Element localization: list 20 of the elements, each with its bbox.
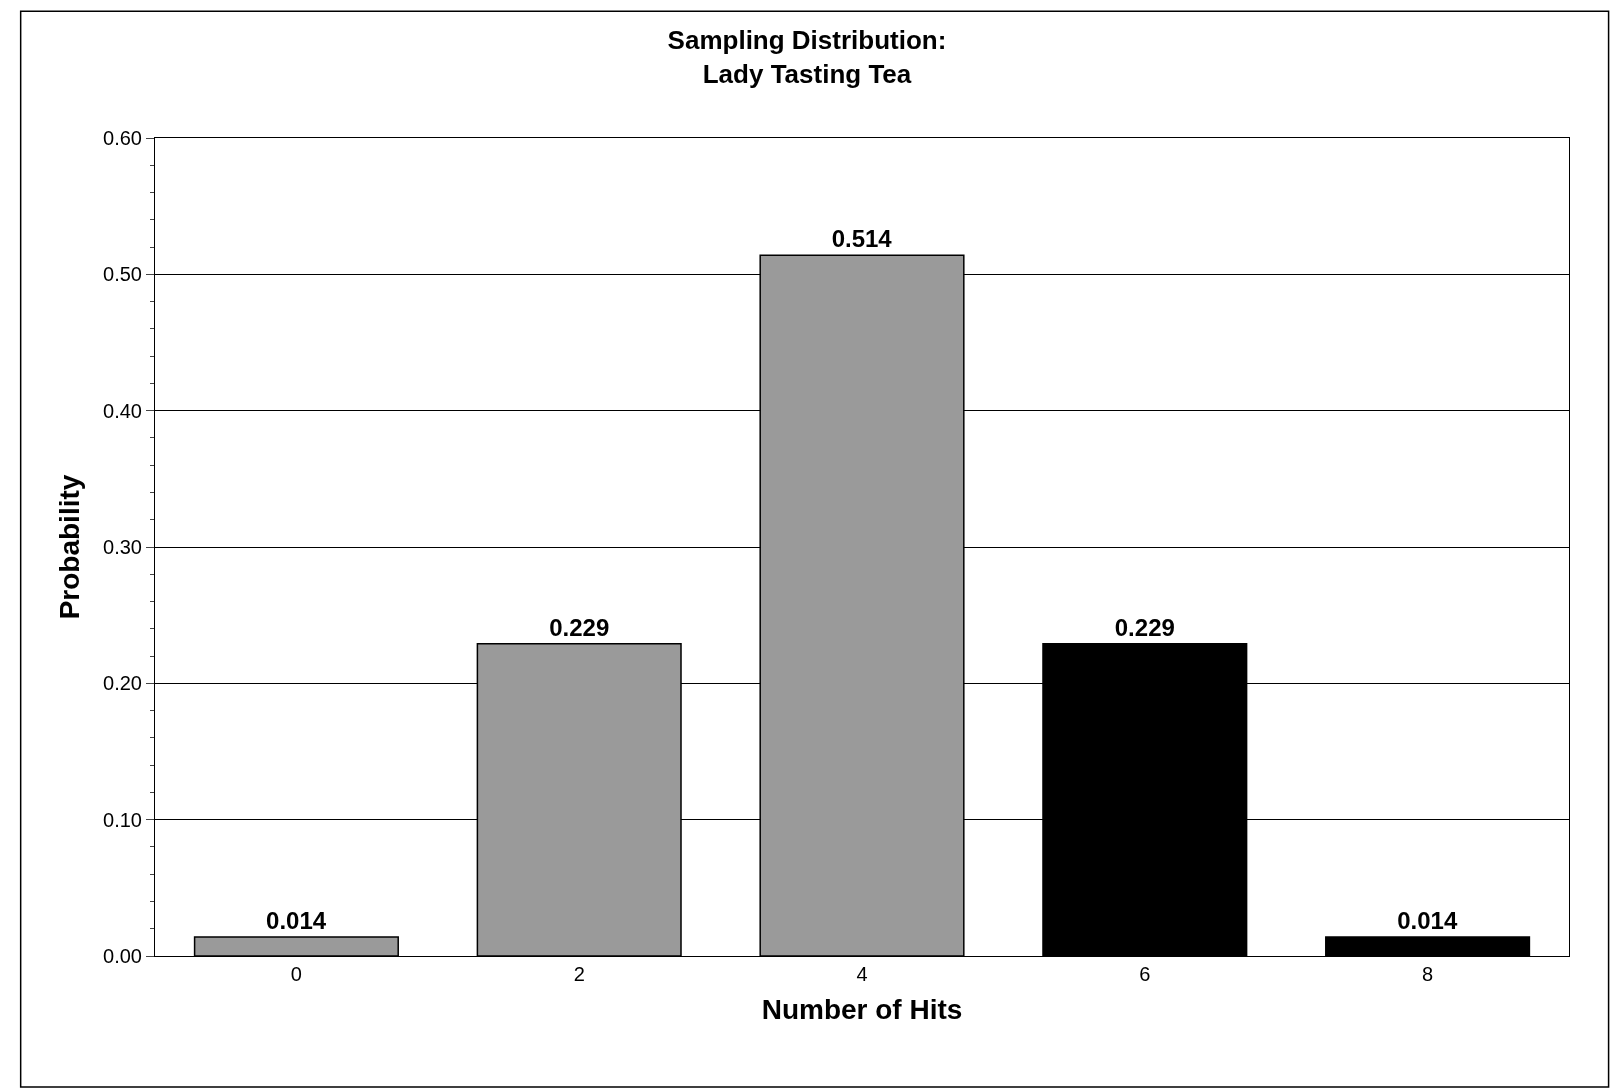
y-tick-label: 0.60 — [103, 127, 142, 149]
y-tick-label: 0.50 — [103, 263, 142, 286]
data-label: 0.014 — [1397, 906, 1458, 934]
x-tick-label: 0 — [290, 963, 302, 985]
data-label: 0.229 — [549, 613, 610, 641]
y-tick-label: 0.10 — [103, 808, 142, 831]
chart-title: Sampling Distribution: Lady Tasting Tea — [667, 25, 947, 89]
y-tick-label: 0.20 — [103, 672, 142, 695]
y-tick-label: 0.40 — [103, 399, 142, 422]
x-tick-label: 8 — [1422, 963, 1434, 985]
x-tick-label: 4 — [856, 963, 868, 985]
x-tick-label: 6 — [1139, 963, 1151, 985]
x-tick-label: 2 — [573, 963, 585, 985]
data-label: 0.514 — [831, 225, 893, 253]
x-axis-title: Number of Hits — [761, 994, 963, 1026]
data-label: 0.014 — [266, 906, 327, 934]
data-label: 0.229 — [1114, 613, 1175, 641]
y-axis-title: Probability — [53, 474, 85, 620]
y-tick-label: 0.30 — [103, 536, 142, 558]
y-tick-label: 0.00 — [103, 945, 142, 967]
